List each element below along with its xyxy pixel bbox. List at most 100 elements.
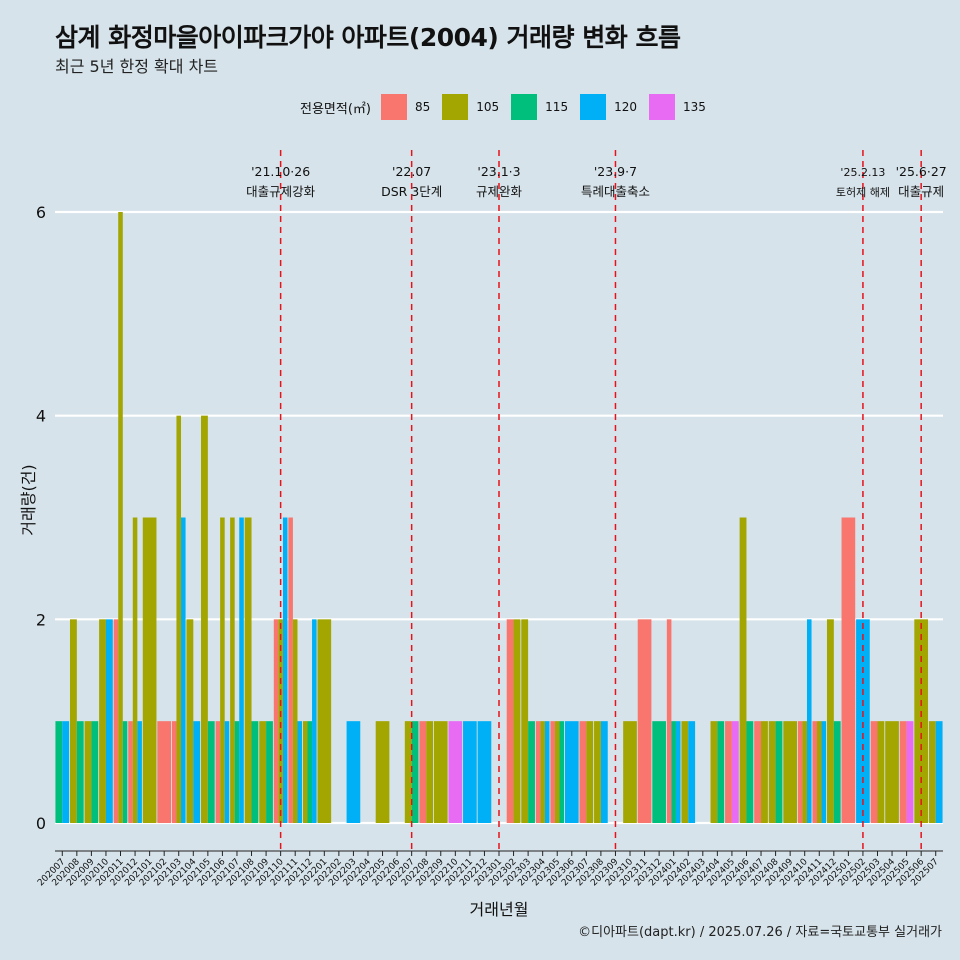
bar-202105-105 [201, 415, 208, 823]
bar-202303-115 [528, 721, 535, 823]
legend-swatch-135 [648, 94, 675, 120]
bar-202103-120 [181, 517, 186, 823]
bar-202010-105 [99, 619, 106, 823]
bar-202106-120 [224, 721, 230, 823]
bar-202212-120 [477, 721, 492, 823]
bar-202507-105 [928, 721, 936, 823]
bar-202306-120 [564, 721, 579, 823]
bar-202104-120 [193, 721, 201, 823]
legend-item-120: 120 [580, 94, 637, 120]
bar-202303-105 [521, 619, 529, 823]
bar-202401-120 [675, 721, 681, 823]
bar-202009-105 [84, 721, 92, 823]
bar-202103-105 [176, 415, 182, 823]
bar-202104-105 [186, 619, 194, 823]
bar-202404-105 [710, 721, 718, 823]
legend-title: 전용면적(㎡) [300, 101, 371, 117]
bar-202407-85 [754, 721, 762, 823]
bar-202107-120 [239, 517, 244, 823]
bar-202505-85 [899, 721, 907, 823]
bar-202102-85 [157, 721, 172, 823]
bar-202110-105 [278, 619, 283, 823]
bar-202412-115 [833, 721, 841, 823]
y-tick-label: 4 [36, 407, 46, 426]
legend-swatch-85 [380, 94, 407, 120]
bar-202411-85 [812, 721, 817, 823]
bar-202401-115 [671, 721, 676, 823]
bar-202008-115 [76, 721, 84, 823]
bar-202411-120 [821, 721, 827, 823]
bar-202108-115 [251, 721, 259, 823]
bar-202307-85 [579, 721, 587, 823]
bar-202211-120 [463, 721, 477, 823]
bar-202007-120 [62, 721, 70, 823]
chart-caption: ©디아파트(dapt.kr) / 2025.07.26 / 자료=국토교통부 실… [578, 925, 942, 940]
event-label-4: 토허제 해제 [836, 185, 890, 199]
event-label-1: DSR 3단계 [381, 184, 442, 199]
bar-202401-85 [666, 619, 672, 823]
bar-202107-115 [234, 721, 240, 823]
legend: 전용면적(㎡) 85 105 115 120 135 [300, 93, 718, 121]
event-date-4: '25.2.13 [840, 166, 885, 179]
bar-202408-115 [775, 721, 783, 823]
bar-202208-85 [419, 721, 427, 823]
bar-202304-105 [540, 721, 545, 823]
bar-202311-85 [637, 619, 652, 823]
bar-202410-120 [806, 619, 812, 823]
y-axis-title: 거래량(건) [19, 464, 38, 535]
bar-202308-105 [594, 721, 601, 823]
legend-swatch-115 [511, 94, 538, 120]
bar-202110-85 [273, 619, 279, 823]
bar-202302-105 [513, 619, 521, 823]
legend-item-115: 115 [511, 94, 568, 120]
bar-202106-85 [215, 721, 221, 823]
bar-202203-120 [346, 721, 361, 823]
bar-202410-105 [802, 721, 807, 823]
bar-202409-105 [783, 721, 797, 823]
bar-202304-120 [544, 721, 550, 823]
bar-202501-85 [841, 517, 856, 823]
legend-item-105: 105 [442, 94, 499, 120]
bar-202112-105 [302, 721, 308, 823]
bar-202410-85 [797, 721, 803, 823]
bar-202402-105 [681, 721, 689, 823]
y-tick-label: 6 [36, 203, 46, 222]
event-date-2: '23.1·3 [477, 164, 520, 179]
bar-202207-115 [411, 721, 419, 823]
bar-202506-105 [914, 619, 929, 823]
bar-202111-85 [288, 517, 293, 823]
bar-202010-120 [105, 619, 113, 823]
legend-label-85: 85 [414, 100, 431, 114]
event-label-3: 특례대출축소 [581, 184, 650, 199]
bar-202304-85 [535, 721, 541, 823]
bar-202503-85 [870, 721, 878, 823]
bar-202112-115 [307, 721, 313, 823]
bar-202406-105 [739, 517, 747, 823]
legend-label-135: 135 [682, 100, 706, 114]
bar-202402-120 [688, 721, 696, 823]
event-date-5: '25.6·27 [896, 164, 947, 179]
bar-202107-105 [230, 517, 235, 823]
bar-202503-105 [877, 721, 885, 823]
bar-202106-105 [220, 517, 225, 823]
x-axis-title: 거래년월 [470, 900, 529, 919]
event-label-0: 대출규제강화 [246, 184, 316, 199]
bar-202302-85 [506, 619, 514, 823]
bar-202112-120 [312, 619, 317, 823]
legend-label-115: 115 [545, 100, 569, 114]
bar-202011-85 [113, 619, 119, 823]
bar-202101-105 [142, 517, 157, 823]
bar-202310-105 [623, 721, 637, 823]
bar-202007-115 [55, 721, 63, 823]
legend-swatch-105 [442, 94, 469, 120]
bar-202507-120 [935, 721, 943, 823]
y-tick-label: 2 [36, 610, 46, 629]
bar-202406-115 [746, 721, 754, 823]
bar-202502-120 [856, 619, 870, 823]
bar-202105-115 [207, 721, 215, 823]
bar-202108-105 [244, 517, 252, 823]
bar-202111-105 [292, 619, 298, 823]
bar-202305-115 [559, 721, 565, 823]
